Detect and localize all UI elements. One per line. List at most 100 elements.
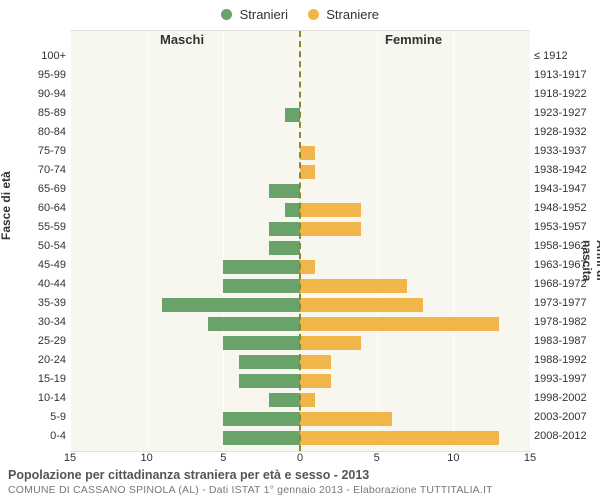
x-axis-ticks: 15105051015	[70, 452, 530, 468]
year-label: 1978-1982	[534, 317, 598, 328]
male-bar	[269, 393, 300, 407]
female-bar	[300, 374, 331, 388]
age-label: 25-29	[0, 336, 66, 347]
year-label: 1933-1937	[534, 146, 598, 157]
year-label: 1953-1957	[534, 222, 598, 233]
male-bar	[239, 374, 300, 388]
year-label: 1913-1917	[534, 70, 598, 81]
column-header-male: Maschi	[160, 32, 204, 47]
age-label: 85-89	[0, 108, 66, 119]
male-bar	[223, 336, 300, 350]
female-bar	[300, 431, 499, 445]
age-label: 70-74	[0, 165, 66, 176]
population-pyramid-figure: Stranieri Straniere Fasce di età Anni di…	[0, 0, 600, 500]
gridline	[223, 31, 224, 451]
figure-title: Popolazione per cittadinanza straniera p…	[8, 468, 592, 482]
x-tick: 10	[447, 452, 459, 464]
male-bar	[223, 260, 300, 274]
age-label: 55-59	[0, 222, 66, 233]
female-bar	[300, 336, 361, 350]
female-bar	[300, 222, 361, 236]
age-label: 20-24	[0, 355, 66, 366]
male-bar	[269, 241, 300, 255]
x-tick: 10	[141, 452, 153, 464]
female-bar	[300, 298, 423, 312]
gridline	[377, 31, 378, 451]
female-bar	[300, 412, 392, 426]
legend-male-label: Stranieri	[240, 7, 288, 22]
zero-line	[299, 31, 301, 451]
legend-male-swatch	[221, 9, 232, 20]
year-label: 1988-1992	[534, 355, 598, 366]
age-label: 50-54	[0, 241, 66, 252]
legend: Stranieri Straniere	[0, 6, 600, 22]
year-label: 1923-1927	[534, 108, 598, 119]
year-label: 1938-1942	[534, 165, 598, 176]
legend-male: Stranieri	[221, 6, 288, 22]
x-tick: 5	[374, 452, 380, 464]
age-label: 40-44	[0, 279, 66, 290]
year-label: 1963-1967	[534, 260, 598, 271]
age-label: 95-99	[0, 70, 66, 81]
year-label: 1968-1972	[534, 279, 598, 290]
age-label: 80-84	[0, 127, 66, 138]
age-label: 35-39	[0, 298, 66, 309]
age-label: 5-9	[0, 412, 66, 423]
male-bar	[208, 317, 300, 331]
age-label: 10-14	[0, 393, 66, 404]
year-label: 2003-2007	[534, 412, 598, 423]
year-label: 1983-1987	[534, 336, 598, 347]
year-label: 1948-1952	[534, 203, 598, 214]
year-label: 1918-1922	[534, 89, 598, 100]
male-bar	[285, 108, 300, 122]
male-bar	[269, 222, 300, 236]
gridline	[147, 31, 148, 451]
male-bar	[223, 279, 300, 293]
year-label: 1958-1962	[534, 241, 598, 252]
x-tick: 15	[64, 452, 76, 464]
x-tick: 0	[297, 452, 303, 464]
age-labels: 100+ 95-99 90-94 85-89 80-84 75-79 70-74 65-69 6…	[0, 30, 66, 450]
plot-area: Maschi Femmine	[70, 30, 530, 452]
female-bar	[300, 279, 407, 293]
figure-footer: Popolazione per cittadinanza straniera p…	[8, 468, 592, 496]
legend-female-swatch	[308, 9, 319, 20]
x-tick: 15	[524, 452, 536, 464]
year-label: 1973-1977	[534, 298, 598, 309]
female-bar	[300, 355, 331, 369]
x-tick: 5	[220, 452, 226, 464]
year-labels: ≤ 1912 1913-1917 1918-1922 1923-1927 1928-19…	[534, 30, 598, 450]
gridline	[530, 31, 531, 451]
year-label: ≤ 1912	[534, 51, 598, 62]
male-bar	[285, 203, 300, 217]
age-label: 0-4	[0, 431, 66, 442]
legend-female-label: Straniere	[326, 7, 379, 22]
year-label: 1993-1997	[534, 374, 598, 385]
year-label: 1998-2002	[534, 393, 598, 404]
female-bar	[300, 146, 315, 160]
age-label: 45-49	[0, 260, 66, 271]
year-label: 1943-1947	[534, 184, 598, 195]
age-label: 65-69	[0, 184, 66, 195]
age-label: 60-64	[0, 203, 66, 214]
year-label: 2008-2012	[534, 431, 598, 442]
male-bar	[223, 412, 300, 426]
gridline	[453, 31, 454, 451]
age-label: 30-34	[0, 317, 66, 328]
age-label: 100+	[0, 51, 66, 62]
age-label: 90-94	[0, 89, 66, 100]
figure-subtitle: COMUNE DI CASSANO SPINOLA (AL) - Dati IS…	[8, 484, 592, 496]
year-label: 1928-1932	[534, 127, 598, 138]
age-label: 75-79	[0, 146, 66, 157]
male-bar	[269, 184, 300, 198]
female-bar	[300, 203, 361, 217]
female-bar	[300, 260, 315, 274]
female-bar	[300, 165, 315, 179]
gridline	[70, 31, 71, 451]
male-bar	[223, 431, 300, 445]
age-label: 15-19	[0, 374, 66, 385]
column-header-female: Femmine	[385, 32, 442, 47]
female-bar	[300, 317, 499, 331]
legend-female: Straniere	[308, 6, 379, 22]
male-bar	[239, 355, 300, 369]
